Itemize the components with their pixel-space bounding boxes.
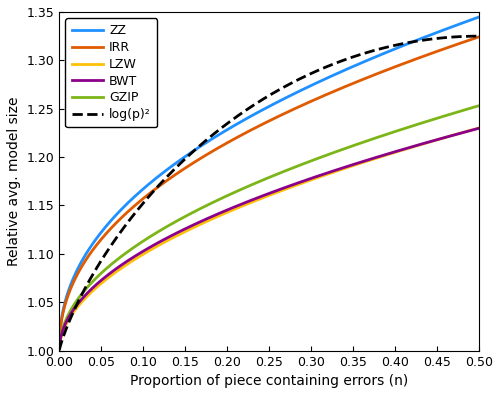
GZIP	[476, 103, 482, 108]
IRR	[56, 341, 62, 346]
ZZ	[464, 19, 469, 24]
ZZ	[476, 15, 482, 19]
ZZ	[260, 107, 266, 112]
GZIP	[464, 107, 469, 112]
GZIP	[56, 345, 62, 350]
log(p)²	[387, 44, 393, 49]
Legend: ZZ, IRR, LZW, BWT, GZIP, log(p)²: ZZ, IRR, LZW, BWT, GZIP, log(p)²	[66, 18, 157, 128]
LZW	[476, 126, 482, 130]
Line: GZIP: GZIP	[60, 106, 479, 347]
log(p)²	[56, 348, 62, 353]
LZW	[387, 152, 393, 156]
BWT	[476, 126, 482, 131]
ZZ	[387, 49, 393, 53]
ZZ	[250, 113, 256, 118]
IRR	[464, 39, 469, 43]
BWT	[78, 298, 84, 303]
LZW	[250, 199, 256, 204]
log(p)²	[476, 34, 482, 38]
LZW	[260, 195, 266, 200]
LZW	[464, 129, 469, 134]
GZIP	[78, 293, 84, 297]
BWT	[464, 129, 469, 134]
log(p)²	[260, 97, 266, 102]
ZZ	[464, 19, 470, 24]
LZW	[56, 346, 62, 350]
IRR	[464, 39, 470, 43]
GZIP	[260, 177, 266, 182]
Y-axis label: Relative avg. model size: Relative avg. model size	[7, 96, 21, 266]
GZIP	[387, 131, 393, 135]
GZIP	[464, 107, 470, 112]
log(p)²	[464, 34, 469, 39]
Line: log(p)²: log(p)²	[60, 36, 479, 350]
log(p)²	[78, 294, 84, 299]
IRR	[476, 34, 482, 39]
BWT	[250, 198, 256, 202]
ZZ	[78, 261, 84, 265]
GZIP	[250, 182, 256, 187]
X-axis label: Proportion of piece containing errors (n): Proportion of piece containing errors (n…	[130, 374, 408, 388]
LZW	[78, 301, 84, 305]
BWT	[387, 151, 393, 156]
Line: ZZ: ZZ	[60, 17, 479, 343]
log(p)²	[250, 103, 256, 108]
log(p)²	[464, 34, 470, 39]
BWT	[464, 129, 470, 134]
IRR	[387, 66, 393, 71]
Line: LZW: LZW	[60, 128, 479, 348]
IRR	[78, 266, 84, 271]
BWT	[260, 193, 266, 198]
LZW	[464, 129, 470, 134]
Line: IRR: IRR	[60, 37, 479, 344]
ZZ	[56, 341, 62, 346]
BWT	[56, 345, 62, 350]
IRR	[260, 121, 266, 126]
IRR	[250, 127, 256, 132]
Line: BWT: BWT	[60, 128, 479, 348]
